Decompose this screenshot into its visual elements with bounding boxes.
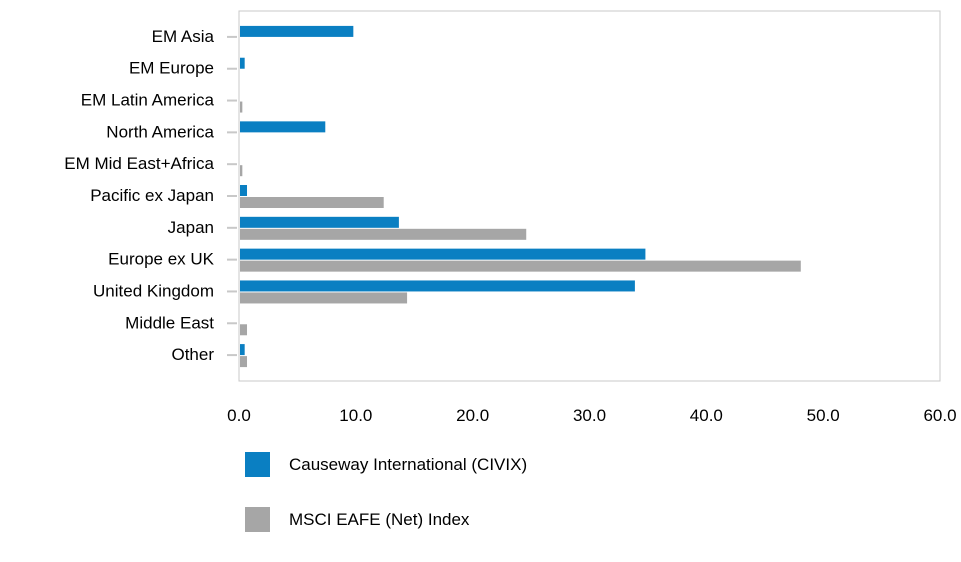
x-tick-label-4: 40.0 — [690, 406, 723, 425]
bar-em-asia-civix — [240, 25, 354, 37]
bar-em-mid-east-africa-msci-eafe — [240, 165, 243, 177]
bar-north-america-civix — [240, 121, 326, 133]
category-label-japan: Japan — [168, 218, 214, 237]
category-label-middle-east: Middle East — [125, 313, 214, 332]
bars-group — [240, 25, 801, 368]
legend: Causeway International (CIVIX) MSCI EAFE… — [245, 452, 527, 562]
legend-label-msci-eafe: MSCI EAFE (Net) Index — [289, 509, 470, 529]
bar-united-kingdom-msci-eafe — [240, 292, 408, 304]
bar-em-latin-america-msci-eafe — [240, 101, 243, 113]
x-tick-label-3: 30.0 — [573, 406, 606, 425]
bar-europe-ex-uk-civix — [240, 248, 646, 260]
bar-middle-east-msci-eafe — [240, 324, 248, 336]
legend-swatch-msci-eafe — [245, 507, 270, 532]
legend-label-civix: Causeway International (CIVIX) — [289, 454, 528, 474]
category-label-em-latin-america: EM Latin America — [81, 91, 215, 110]
plot-frame — [238, 10, 941, 382]
x-tick-label-0: 0.0 — [227, 406, 251, 425]
bar-pacific-ex-japan-msci-eafe — [240, 197, 384, 208]
category-label-europe-ex-uk: Europe ex UK — [108, 250, 214, 269]
bar-em-europe-civix — [240, 57, 245, 69]
x-tick-label-6: 60.0 — [923, 406, 956, 425]
x-tick-label-1: 10.0 — [339, 406, 372, 425]
category-labels: EM Asia EM Europe EM Latin America North Am… — [64, 27, 237, 364]
bar-other-msci-eafe — [240, 356, 248, 368]
category-label-em-asia: EM Asia — [152, 27, 215, 46]
category-label-united-kingdom: United Kingdom — [93, 281, 214, 300]
category-label-other: Other — [171, 345, 214, 364]
bar-japan-civix — [240, 216, 399, 228]
bar-other-civix — [240, 344, 245, 356]
x-tick-label-2: 20.0 — [456, 406, 489, 425]
category-label-north-america: North America — [106, 122, 214, 141]
x-tick-label-5: 50.0 — [807, 406, 840, 425]
legend-swatch-civix — [245, 452, 270, 477]
bar-united-kingdom-civix — [240, 280, 635, 292]
bar-europe-ex-uk-msci-eafe — [240, 260, 801, 272]
bar-chart: EM Asia EM Europe EM Latin America North Am… — [64, 10, 957, 425]
category-label-em-mid-east-africa: EM Mid East+Africa — [64, 154, 214, 173]
category-label-em-europe: EM Europe — [129, 59, 214, 78]
bar-japan-msci-eafe — [240, 228, 527, 240]
legend-item-msci-eafe: MSCI EAFE (Net) Index — [245, 507, 527, 532]
category-label-pacific-ex-japan: Pacific ex Japan — [90, 186, 214, 205]
x-tick-labels: 0.0 10.0 20.0 30.0 40.0 50.0 60.0 — [227, 406, 956, 425]
bar-pacific-ex-japan-civix — [240, 185, 248, 196]
legend-item-civix: Causeway International (CIVIX) — [245, 452, 527, 477]
